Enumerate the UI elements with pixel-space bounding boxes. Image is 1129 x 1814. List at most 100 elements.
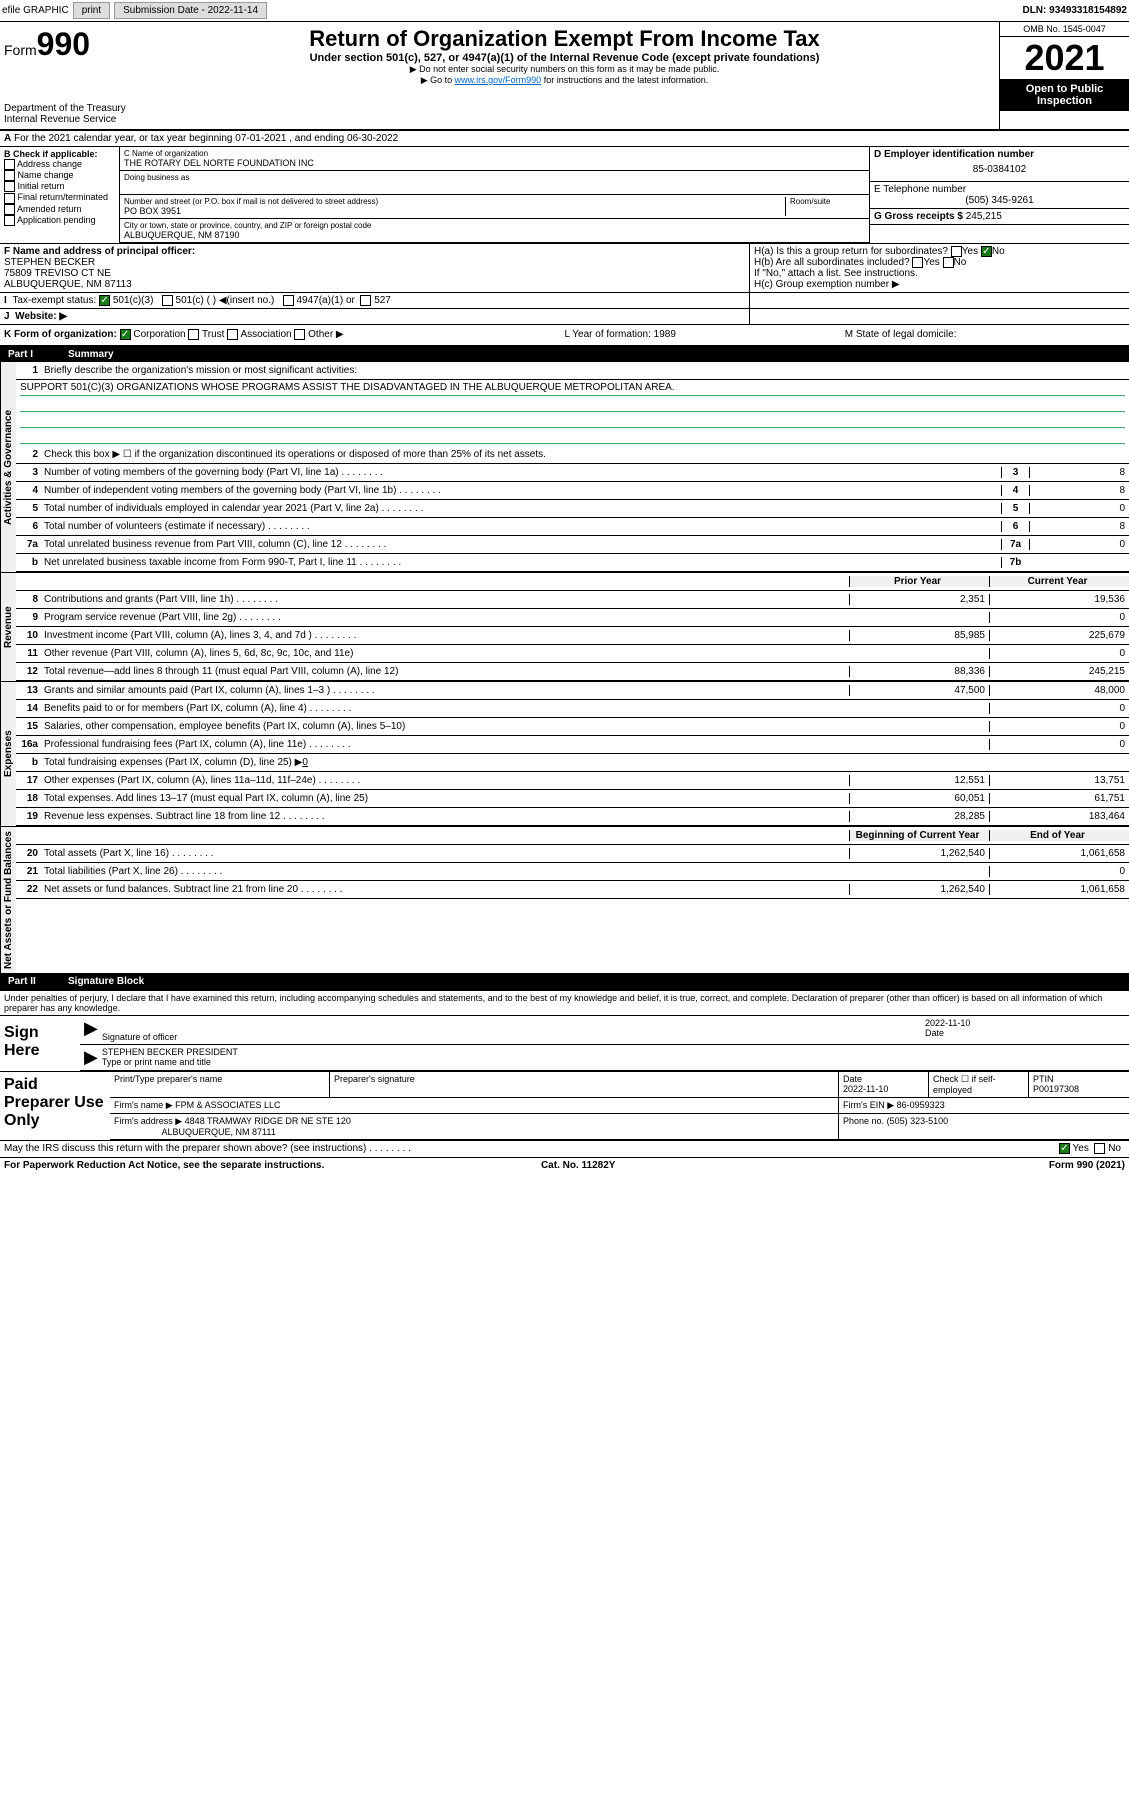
line12-prior: 88,336 <box>849 666 989 677</box>
begin-year-hdr: Beginning of Current Year <box>849 830 989 841</box>
hb-no[interactable] <box>943 257 954 268</box>
efile-label: efile GRAPHIC <box>2 5 69 16</box>
subtitle-2: ▶ Do not enter social security numbers o… <box>134 64 995 75</box>
gov-label: Activities & Governance <box>0 362 16 572</box>
line13-desc: Grants and similar amounts paid (Part IX… <box>44 683 849 698</box>
discuss-yes[interactable]: ✓ <box>1059 1143 1070 1154</box>
line10-prior: 85,985 <box>849 630 989 641</box>
entity-block: B Check if applicable: Address change Na… <box>0 147 1129 244</box>
tax-year-range: For the 2021 calendar year, or tax year … <box>14 133 398 144</box>
line7b-desc: Net unrelated business taxable income fr… <box>44 555 1001 570</box>
firm-ein: 86-0959323 <box>897 1100 945 1110</box>
line16a-desc: Professional fundraising fees (Part IX, … <box>44 737 849 752</box>
hb-row: H(b) Are all subordinates included? Yes … <box>754 257 1125 268</box>
sub3-post: for instructions and the latest informat… <box>541 75 708 85</box>
submission-date-button[interactable]: Submission Date - 2022-11-14 <box>114 2 267 19</box>
discuss-no[interactable] <box>1094 1143 1105 1154</box>
header-left: Form990 Department of the Treasury Inter… <box>0 22 130 129</box>
cat-no: Cat. No. 11282Y <box>541 1160 615 1171</box>
cb-initial-return[interactable]: Initial return <box>4 181 115 192</box>
line3-desc: Number of voting members of the governin… <box>44 465 1001 480</box>
line6-desc: Total number of volunteers (estimate if … <box>44 519 1001 534</box>
ha-row: H(a) Is this a group return for subordin… <box>754 246 1125 257</box>
line19-curr: 183,464 <box>989 811 1129 822</box>
state-domicile: M State of legal domicile: <box>845 329 1125 340</box>
cb-address-change[interactable]: Address change <box>4 159 115 170</box>
sig-officer-label: Signature of officer <box>102 1032 177 1042</box>
discuss-question: May the IRS discuss this return with the… <box>0 1141 949 1156</box>
cb-name-change[interactable]: Name change <box>4 170 115 181</box>
line10-curr: 225,679 <box>989 630 1129 641</box>
cb-501c3[interactable]: ✓ <box>99 295 110 306</box>
netassets-block: Net Assets or Fund Balances Beginning of… <box>0 827 1129 974</box>
row-j: J Website: ▶ <box>0 309 1129 325</box>
rev-label: Revenue <box>0 573 16 681</box>
line16b-desc: Total fundraising expenses (Part IX, col… <box>44 757 302 768</box>
gross-receipts-label: G Gross receipts $ <box>874 211 963 222</box>
org-name: THE ROTARY DEL NORTE FOUNDATION INC <box>124 158 865 168</box>
ptin-label: PTIN <box>1033 1074 1054 1084</box>
form-header: Form990 Department of the Treasury Inter… <box>0 22 1129 131</box>
page-footer: For Paperwork Reduction Act Notice, see … <box>0 1158 1129 1173</box>
line1-desc: Briefly describe the organization's miss… <box>44 363 1129 378</box>
line12-curr: 245,215 <box>989 666 1129 677</box>
firm-addr1: 4848 TRAMWAY RIDGE DR NE STE 120 <box>185 1116 351 1126</box>
tax-status-label: Tax-exempt status: <box>12 295 96 306</box>
website-label: Website: ▶ <box>15 311 67 322</box>
line8-desc: Contributions and grants (Part VIII, lin… <box>44 592 849 607</box>
line22-prior: 1,262,540 <box>849 884 989 895</box>
cb-assoc[interactable] <box>227 329 238 340</box>
cb-final-return[interactable]: Final return/terminated <box>4 192 115 203</box>
cb-501c[interactable] <box>162 295 173 306</box>
line2-desc: Check this box ▶ ☐ if the organization d… <box>44 447 1129 462</box>
hb-yes[interactable] <box>912 257 923 268</box>
line4-val: 8 <box>1029 485 1129 496</box>
mission-text: SUPPORT 501(C)(3) ORGANIZATIONS WHOSE PR… <box>20 382 1125 396</box>
year-formation: L Year of formation: 1989 <box>565 329 845 340</box>
line10-desc: Investment income (Part VIII, column (A)… <box>44 628 849 643</box>
form-org-label: K Form of organization: <box>4 330 117 341</box>
part1-header: Part ISummary <box>0 347 1129 362</box>
row-klm: K Form of organization: ✓ Corporation Tr… <box>0 325 1129 346</box>
cb-other[interactable] <box>294 329 305 340</box>
dept-label: Department of the Treasury <box>4 103 126 114</box>
line11-curr: 0 <box>989 648 1129 659</box>
line21-desc: Total liabilities (Part X, line 26) <box>44 864 849 879</box>
cb-corp[interactable]: ✓ <box>120 329 131 340</box>
ha-no[interactable]: ✓ <box>981 246 992 257</box>
cb-amended[interactable]: Amended return <box>4 204 115 215</box>
arrow-icon: ▶ <box>84 1047 102 1068</box>
current-year-hdr: Current Year <box>989 576 1129 587</box>
top-bar: efile GRAPHIC print Submission Date - 20… <box>0 0 1129 22</box>
line17-desc: Other expenses (Part IX, column (A), lin… <box>44 773 849 788</box>
cb-4947[interactable] <box>283 295 294 306</box>
line22-curr: 1,061,658 <box>989 884 1129 895</box>
officer-addr1: 75809 TREVISO CT NE <box>4 268 111 279</box>
box-b-label: B Check if applicable: <box>4 149 98 159</box>
entity-right: D Employer identification number85-03841… <box>869 147 1129 243</box>
officer-name: STEPHEN BECKER <box>4 257 95 268</box>
form990-link[interactable]: www.irs.gov/Form990 <box>455 75 542 85</box>
cb-trust[interactable] <box>188 329 199 340</box>
print-button[interactable]: print <box>73 2 110 19</box>
line7a-desc: Total unrelated business revenue from Pa… <box>44 537 1001 552</box>
ha-yes[interactable] <box>951 246 962 257</box>
sig-date-value: 2022-11-10 <box>925 1018 1125 1028</box>
line5-val: 0 <box>1029 503 1129 514</box>
officer-name-title: STEPHEN BECKER PRESIDENT <box>102 1047 1125 1057</box>
line17-curr: 13,751 <box>989 775 1129 786</box>
line8-prior: 2,351 <box>849 594 989 605</box>
line17-prior: 12,551 <box>849 775 989 786</box>
subtitle-1: Under section 501(c), 527, or 4947(a)(1)… <box>134 52 995 64</box>
line14-desc: Benefits paid to or for members (Part IX… <box>44 701 849 716</box>
line20-prior: 1,262,540 <box>849 848 989 859</box>
prior-year-hdr: Prior Year <box>849 576 989 587</box>
line16b-val: 0 <box>302 757 308 768</box>
line3-val: 8 <box>1029 467 1129 478</box>
paperwork-notice: For Paperwork Reduction Act Notice, see … <box>4 1160 324 1171</box>
line14-curr: 0 <box>989 703 1129 714</box>
line18-prior: 60,051 <box>849 793 989 804</box>
cb-527[interactable] <box>360 295 371 306</box>
line18-curr: 61,751 <box>989 793 1129 804</box>
cb-app-pending[interactable]: Application pending <box>4 215 115 226</box>
